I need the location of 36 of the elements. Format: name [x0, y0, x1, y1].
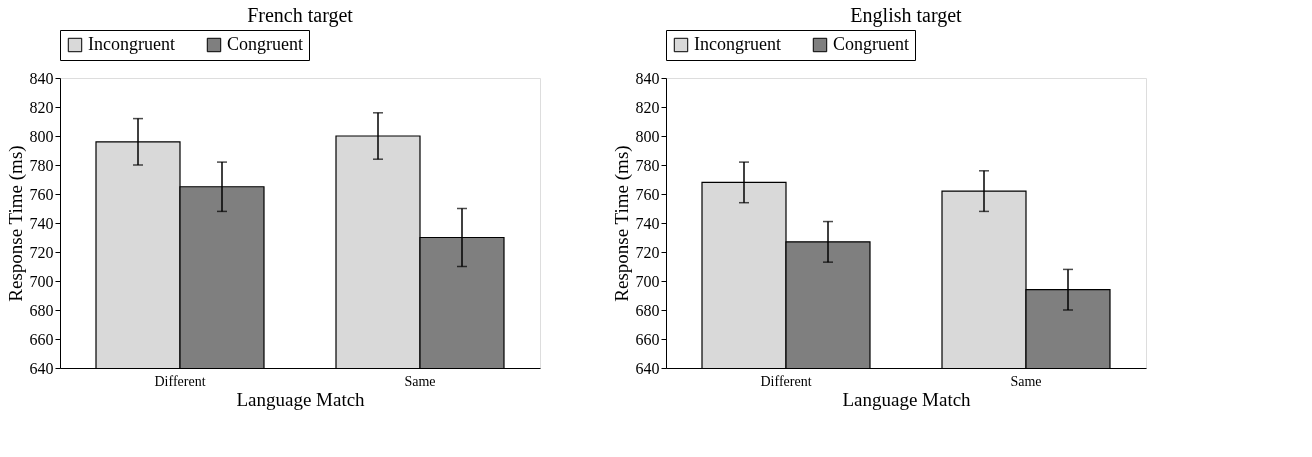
y-tick-label: 820: [29, 98, 54, 116]
x-tick-label: Same: [1010, 373, 1042, 389]
y-tick-label: 740: [29, 214, 54, 232]
legend-label: Incongruent: [88, 34, 175, 54]
x-axis-title: Language Match: [842, 388, 972, 410]
y-axis-title: Response Time (ms): [610, 145, 633, 302]
x-tick-label: Different: [154, 373, 206, 389]
y-tick-label: 640: [635, 359, 660, 377]
y-tick-label: 680: [635, 301, 660, 319]
y-tick-label: 740: [635, 214, 660, 232]
y-tick-label: 660: [635, 330, 660, 348]
chart-title: French target: [247, 3, 354, 27]
y-tick-label: 780: [29, 156, 54, 174]
chart-title: English target: [850, 3, 963, 27]
y-tick-label: 720: [29, 243, 54, 261]
y-tick-label: 700: [29, 272, 54, 290]
y-tick-label: 840: [29, 69, 54, 87]
legend-label: Incongruent: [694, 34, 781, 54]
y-axis-title: Response Time (ms): [4, 145, 27, 302]
y-tick-label: 820: [635, 98, 660, 116]
y-tick-label: 840: [635, 69, 660, 87]
y-tick-label: 800: [635, 127, 660, 145]
y-tick-label: 700: [635, 272, 660, 290]
y-tick-label: 720: [635, 243, 660, 261]
legend-label: Congruent: [833, 34, 909, 54]
y-tick-label: 780: [635, 156, 660, 174]
y-tick-label: 680: [29, 301, 54, 319]
x-tick-label: Same: [404, 373, 436, 389]
x-axis-title: Language Match: [236, 388, 366, 410]
y-tick-label: 640: [29, 359, 54, 377]
y-tick-label: 760: [29, 185, 54, 203]
y-tick-label: 760: [635, 185, 660, 203]
y-tick-label: 800: [29, 127, 54, 145]
y-tick-label: 660: [29, 330, 54, 348]
x-tick-label: Different: [760, 373, 812, 389]
legend-label: Congruent: [227, 34, 303, 54]
